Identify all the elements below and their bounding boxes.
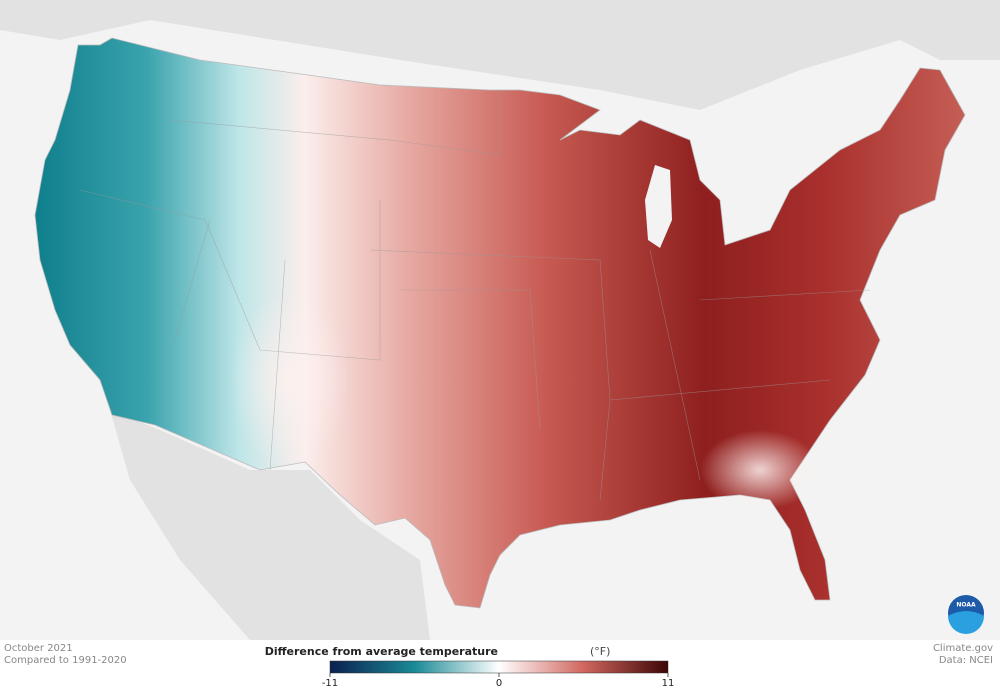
southeast-shading	[700, 430, 820, 510]
legend-colorbar	[329, 660, 669, 674]
four-corners-shading	[230, 290, 350, 470]
credit-data: Data: NCEI	[939, 655, 993, 666]
legend-tick-label: 11	[662, 678, 675, 689]
legend-unit: (°F)	[590, 645, 610, 658]
canada-land	[0, 0, 1000, 110]
legend-tick-label: -11	[322, 678, 338, 689]
noaa-logo-text: NOAA	[956, 602, 976, 609]
legend-tick-label: 0	[496, 678, 502, 689]
noaa-logo-wave	[948, 611, 984, 634]
mexico-land	[110, 410, 430, 640]
map-subtitle: Compared to 1991-2020	[4, 655, 127, 666]
credit-source: Climate.gov	[933, 643, 993, 654]
lake-michigan	[645, 165, 672, 248]
state-borders	[79, 90, 871, 501]
map-title: October 2021	[4, 643, 73, 654]
legend-title: Difference from average temperature	[265, 645, 498, 658]
